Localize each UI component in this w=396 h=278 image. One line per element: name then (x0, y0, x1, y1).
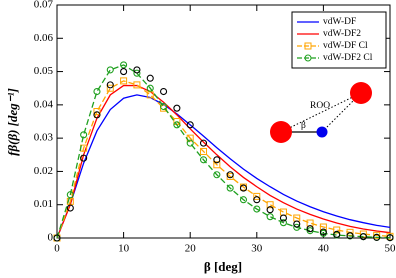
legend-label: vdW-DF Cl (323, 41, 368, 51)
x-tick-label: 50 (385, 243, 396, 255)
y-tick-label: 0.07 (34, 0, 54, 11)
marker (346, 228, 354, 236)
marker (146, 84, 154, 92)
marker (80, 154, 88, 162)
marker (226, 184, 234, 192)
marker (239, 196, 248, 204)
marker (386, 234, 394, 242)
marker (373, 233, 381, 241)
y-tick-label: 0 (48, 232, 54, 244)
marker (160, 87, 168, 96)
marker (266, 213, 274, 221)
marker (186, 121, 194, 129)
series-line (56, 64, 391, 239)
marker (93, 108, 101, 116)
marker (293, 220, 301, 228)
marker (239, 184, 248, 192)
marker (213, 171, 221, 179)
marker (266, 201, 274, 209)
legend-marker (304, 54, 312, 62)
marker (66, 204, 74, 212)
series-line (56, 94, 391, 239)
marker (133, 81, 141, 89)
x-tick-label: 0 (54, 243, 60, 255)
y-axis-label: fβ(β) [deg⁻¹] (5, 88, 20, 156)
marker (199, 156, 208, 164)
series-line (56, 80, 391, 239)
y-tick-label: 0.03 (34, 132, 54, 144)
marker (80, 131, 88, 139)
x-tick-label: 30 (251, 243, 263, 255)
marker (253, 205, 261, 213)
y-tick-label: 0.05 (34, 65, 54, 77)
marker (53, 234, 61, 242)
marker (306, 225, 314, 233)
marker (253, 196, 261, 204)
inset-diagram: ROO β (270, 82, 372, 143)
marker (373, 231, 381, 239)
marker (106, 81, 114, 89)
marker (213, 161, 221, 169)
marker (66, 197, 74, 205)
marker (333, 226, 341, 234)
marker (333, 230, 341, 238)
x-tick-label: 20 (185, 243, 197, 255)
marker (213, 156, 221, 164)
marker (186, 139, 194, 147)
marker (120, 68, 128, 76)
marker (226, 171, 234, 179)
x-tick-label: 10 (118, 243, 130, 255)
legend-label: vdW-DF2 (323, 29, 361, 39)
marker (146, 91, 154, 99)
y-tick-label: 0.04 (34, 98, 54, 110)
y-tick-label: 0.06 (34, 32, 54, 44)
marker (93, 87, 101, 96)
y-tick-label: 0.01 (34, 198, 53, 210)
marker (120, 61, 128, 69)
marker (106, 84, 114, 92)
marker (306, 227, 314, 235)
marker (253, 192, 261, 200)
distance-label: ROO (310, 101, 330, 111)
marker (66, 191, 74, 199)
marker (133, 69, 141, 77)
marker (199, 139, 208, 147)
y-tick-label: 0.02 (34, 165, 53, 177)
legend: vdW-DF vdW-DF2 vdW-DF Cl vdW-DF2 Cl (291, 11, 387, 69)
marker (120, 77, 128, 85)
plot-frame (56, 4, 391, 239)
x-axis-label: β [deg] (204, 259, 242, 274)
marker (319, 228, 327, 236)
marker (106, 66, 114, 74)
distance-line (280, 92, 362, 133)
legend-marker (304, 42, 312, 50)
marker (173, 121, 181, 129)
legend-label: vdW-DF (323, 17, 356, 27)
marker (173, 104, 181, 112)
marker (293, 223, 301, 231)
marker (93, 111, 101, 119)
marker (279, 214, 287, 222)
marker (200, 147, 208, 155)
legend-box (291, 11, 387, 69)
oxygen-atom (350, 82, 372, 104)
x-tick-label: 40 (318, 243, 330, 255)
marker (146, 74, 154, 82)
oxygen-atom (270, 121, 292, 143)
marker (266, 206, 274, 214)
marker (359, 233, 367, 241)
legend-label: vdW-DF2 Cl (323, 53, 373, 63)
marker (160, 102, 168, 111)
marker (279, 219, 287, 227)
marker (133, 66, 141, 74)
marker (346, 232, 354, 240)
series-line (56, 84, 391, 239)
hydrogen-atom (316, 126, 328, 138)
angle-label: β (301, 121, 306, 131)
